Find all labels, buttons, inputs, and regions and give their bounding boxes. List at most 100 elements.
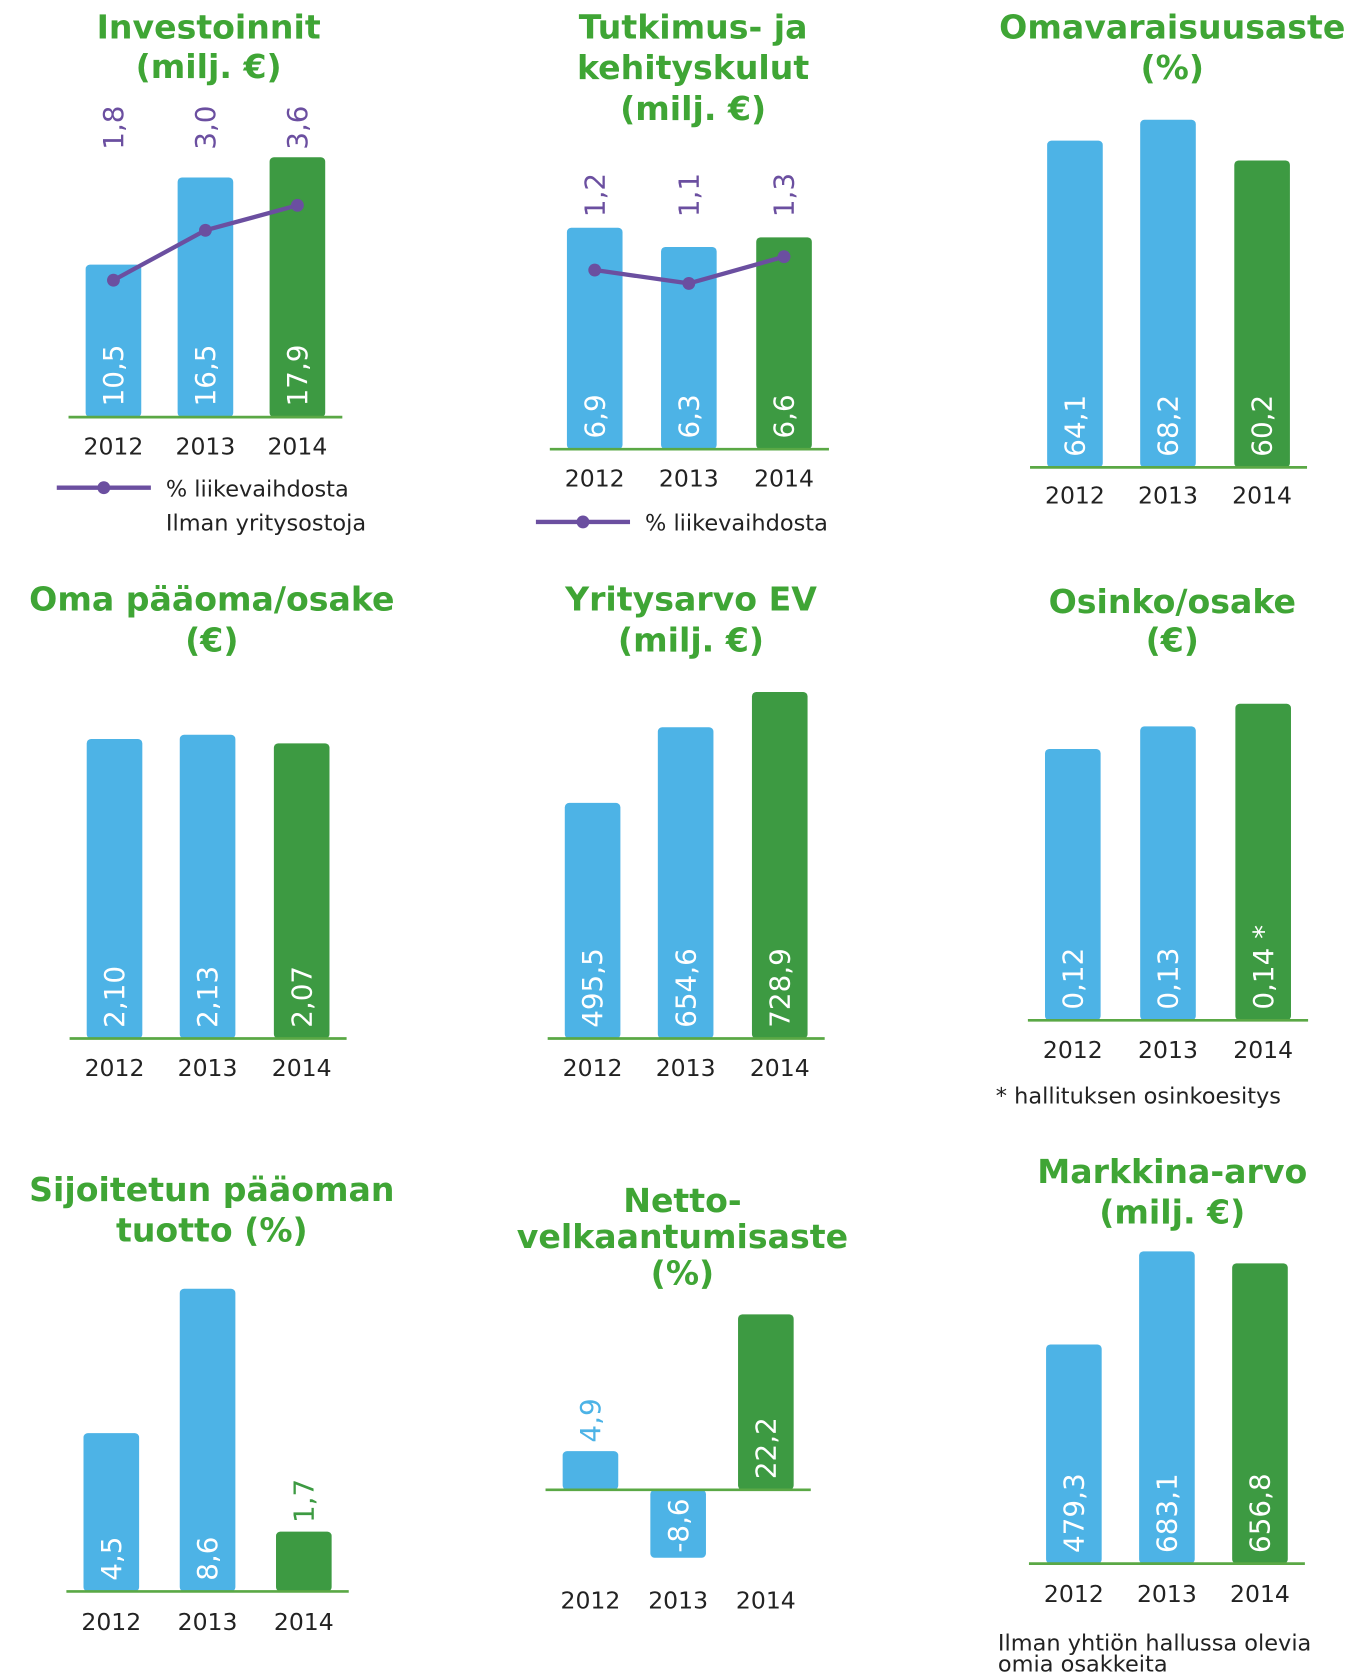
data-label: 17,9: [281, 345, 314, 407]
line-point: [199, 223, 212, 237]
x-tick-label: 2014: [750, 1054, 810, 1082]
data-label: 683,1: [1151, 1473, 1184, 1553]
bar: [738, 1314, 794, 1490]
bar: [566, 227, 623, 450]
bar: [1235, 703, 1291, 1021]
chart-title: tuotto (%): [116, 1211, 308, 1250]
line-label: 1,1: [672, 173, 705, 217]
data-label: 0,12: [1056, 948, 1089, 1010]
bar: [86, 739, 143, 1039]
x-tick-label: 2013: [178, 1608, 238, 1636]
bar: [1140, 726, 1196, 1021]
x-tick-label: 2013: [1138, 1036, 1198, 1064]
chart-title: (€): [185, 620, 238, 659]
chart-title: Oma pääoma/osake: [29, 580, 394, 619]
chart-title: kehityskulut: [577, 48, 809, 87]
bar: [179, 1288, 236, 1592]
x-tick-label: 2013: [648, 1587, 708, 1615]
line-point: [290, 198, 304, 212]
data-label: 654,6: [669, 948, 702, 1028]
x-tick-label: 2012: [561, 1587, 621, 1615]
chart-title: (%): [651, 1253, 715, 1292]
data-label: 22,2: [749, 1417, 782, 1479]
x-tick-label: 2014: [1230, 1580, 1290, 1608]
data-label: 4,5: [95, 1537, 128, 1581]
chart-title: Sijoitetun pääoman: [29, 1170, 394, 1209]
data-label: 0,14 *: [1247, 925, 1280, 1010]
line-point: [682, 277, 696, 290]
chart-title: Omavaraisuusaste: [999, 8, 1345, 47]
data-label: 4,9: [574, 1398, 607, 1442]
line-point: [107, 273, 120, 287]
data-label: 10,5: [97, 345, 130, 407]
x-tick-label: 2014: [274, 1608, 334, 1636]
line-point: [777, 250, 791, 264]
chart-title: (milj. €): [618, 620, 764, 659]
x-tick-label: 2014: [754, 465, 814, 493]
bar: [1047, 140, 1103, 468]
data-label: 0,13: [1152, 948, 1185, 1010]
chart-title: Osinko/osake: [1049, 582, 1296, 621]
x-tick-label: 2012: [1043, 1036, 1103, 1064]
data-label: 64,1: [1059, 395, 1092, 457]
line-label: 1,8: [97, 106, 130, 150]
data-label: 728,9: [763, 948, 796, 1028]
bar: [661, 247, 717, 450]
chart-title: Tutkimus- ja: [579, 8, 808, 47]
chart-title: (milj. €): [1099, 1193, 1245, 1232]
data-label: 479,3: [1057, 1473, 1090, 1553]
x-tick-label: 2013: [175, 433, 235, 461]
data-label: 2,13: [191, 966, 224, 1028]
data-label: 68,2: [1152, 395, 1185, 457]
chart-title: Investoinnit: [97, 8, 321, 47]
bar: [1140, 119, 1196, 468]
chart-title: (€): [1146, 620, 1199, 659]
x-tick-label: 2012: [1045, 482, 1105, 510]
bar: [564, 802, 621, 1039]
chart-title: Yritysarvo EV: [564, 580, 817, 619]
note: * hallituksen osinkoesitys: [996, 1084, 1281, 1110]
x-tick-label: 2013: [1137, 1580, 1197, 1608]
bar: [1234, 160, 1290, 468]
note: Ilman yhtiön hallussa olevia: [998, 1630, 1311, 1656]
x-tick-label: 2013: [656, 1054, 716, 1082]
x-tick-label: 2013: [1138, 482, 1198, 510]
data-label: 2,10: [98, 966, 131, 1028]
x-tick-label: 2013: [178, 1054, 238, 1082]
data-label: 6,3: [672, 394, 705, 438]
data-label: 16,5: [189, 345, 222, 407]
x-tick-label: 2013: [659, 465, 719, 493]
x-tick-label: 2012: [81, 1608, 141, 1636]
chart-title: (milj. €): [136, 47, 282, 86]
bar: [85, 264, 142, 418]
data-label: -8,6: [662, 1498, 695, 1552]
x-tick-label: 2012: [565, 465, 625, 493]
legend-label: % liikevaihdosta: [166, 476, 349, 502]
line-label: 3,6: [281, 106, 314, 150]
line-label: 1,2: [578, 173, 611, 217]
x-tick-label: 2014: [736, 1587, 796, 1615]
x-tick-label: 2012: [84, 433, 144, 461]
data-label: 6,6: [768, 394, 801, 438]
chart-title: (%): [1141, 48, 1205, 87]
bar: [751, 691, 808, 1039]
bar: [179, 734, 236, 1039]
x-tick-label: 2012: [563, 1054, 623, 1082]
chart-title: Netto-: [623, 1181, 741, 1220]
bar: [269, 157, 326, 418]
line-point: [588, 263, 602, 277]
x-tick-label: 2012: [1044, 1580, 1104, 1608]
note: omia osakkeita: [998, 1652, 1168, 1677]
x-tick-label: 2012: [85, 1054, 145, 1082]
note: Ilman yritysostoja: [166, 510, 366, 536]
data-label: 656,8: [1244, 1473, 1277, 1553]
bar: [657, 727, 714, 1039]
x-tick-label: 2014: [1233, 1036, 1293, 1064]
chart-title: velkaantumisaste: [517, 1217, 848, 1256]
data-label: 6,9: [578, 394, 611, 438]
x-tick-label: 2014: [267, 433, 327, 461]
bar: [562, 1451, 619, 1490]
data-label: 2,07: [285, 966, 318, 1028]
legend-label: % liikevaihdosta: [645, 510, 828, 536]
